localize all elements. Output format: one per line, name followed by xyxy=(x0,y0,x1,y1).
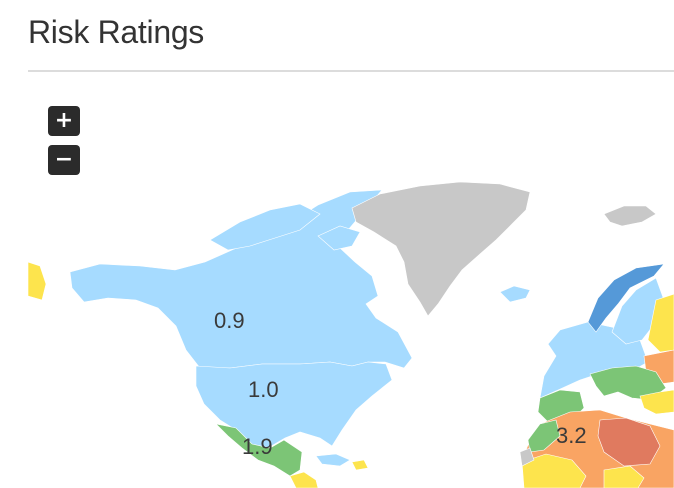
region-western-sahara[interactable] xyxy=(519,447,535,467)
region-baffin[interactable] xyxy=(317,225,361,251)
title-divider xyxy=(28,70,674,72)
region-libya[interactable] xyxy=(597,417,661,467)
region-greenland[interactable] xyxy=(351,181,531,317)
world-map[interactable]: 0.9 1.0 1.9 3.2 xyxy=(28,180,674,488)
zoom-out-button[interactable]: − xyxy=(48,145,80,175)
region-mexico[interactable] xyxy=(215,423,303,477)
region-sahel[interactable] xyxy=(521,453,587,488)
rating-label-mexico: 1.9 xyxy=(242,434,273,459)
region-iceland[interactable] xyxy=(499,285,531,303)
rating-label-united-states: 1.0 xyxy=(248,377,279,402)
region-united-states[interactable] xyxy=(195,361,393,449)
rating-label-north-africa: 3.2 xyxy=(556,423,587,448)
region-canada-islands[interactable] xyxy=(209,203,321,251)
region-niger[interactable] xyxy=(603,465,645,488)
region-central-america[interactable] xyxy=(289,471,319,488)
region-scandinavia[interactable] xyxy=(587,263,665,333)
region-turkey[interactable] xyxy=(639,389,674,415)
region-svalbard[interactable] xyxy=(603,205,657,227)
region-hispaniola[interactable] xyxy=(351,459,369,471)
zoom-in-button[interactable]: + xyxy=(48,106,80,136)
region-east-europe[interactable] xyxy=(647,293,674,353)
page-title: Risk Ratings xyxy=(28,14,205,50)
rating-label-canada: 0.9 xyxy=(214,308,245,333)
region-alaska-west[interactable] xyxy=(28,261,47,301)
region-cuba[interactable] xyxy=(315,453,351,467)
